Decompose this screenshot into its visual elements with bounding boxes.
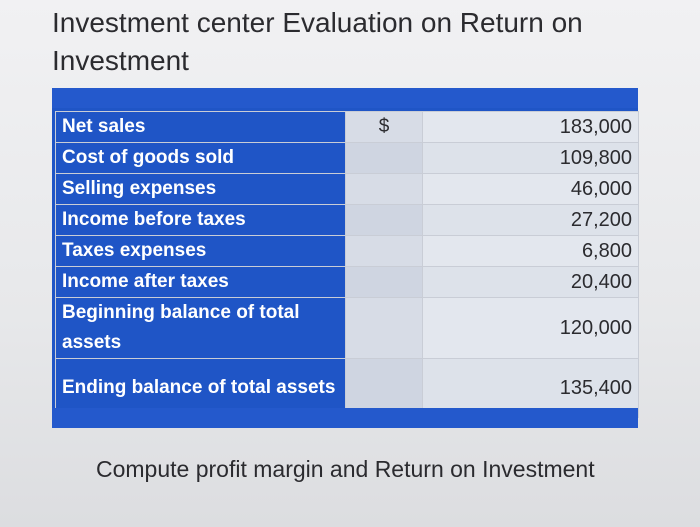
row-value: 109,800 bbox=[422, 142, 639, 174]
instruction-text: Compute profit margin and Return on Inve… bbox=[96, 456, 595, 482]
empty-cell bbox=[345, 266, 423, 298]
slide-title: Investment center Evaluation on Return o… bbox=[52, 7, 583, 76]
row-label: Income before taxes bbox=[55, 204, 346, 236]
table-header-band bbox=[52, 88, 638, 108]
table-row-net-sales: Net sales $ 183,000 bbox=[55, 111, 639, 143]
row-value: 120,000 bbox=[422, 297, 639, 359]
empty-cell bbox=[345, 204, 423, 236]
table-row-income-after-taxes: Income after taxes 20,400 bbox=[55, 266, 639, 298]
empty-cell bbox=[345, 142, 423, 174]
empty-cell bbox=[345, 297, 423, 359]
data-table: Net sales $ 183,000 Cost of goods sold 1… bbox=[52, 88, 639, 428]
row-label: Taxes expenses bbox=[55, 235, 346, 267]
row-label: Cost of goods sold bbox=[55, 142, 346, 174]
currency-symbol: $ bbox=[345, 111, 423, 143]
row-label: Income after taxes bbox=[55, 266, 346, 298]
table-row-cogs: Cost of goods sold 109,800 bbox=[55, 142, 639, 174]
row-value: 183,000 bbox=[422, 111, 639, 143]
row-value: 46,000 bbox=[422, 173, 639, 205]
row-label: Selling expenses bbox=[55, 173, 346, 205]
empty-cell bbox=[345, 173, 423, 205]
table-row-beginning-assets: Beginning balance of total assets 120,00… bbox=[55, 297, 639, 359]
table-footer-band bbox=[52, 408, 638, 428]
table-row-selling-expenses: Selling expenses 46,000 bbox=[55, 173, 639, 205]
row-value: 6,800 bbox=[422, 235, 639, 267]
row-value: 20,400 bbox=[422, 266, 639, 298]
row-label: Net sales bbox=[55, 111, 346, 143]
row-value: 27,200 bbox=[422, 204, 639, 236]
table-row-income-before-taxes: Income before taxes 27,200 bbox=[55, 204, 639, 236]
empty-cell bbox=[345, 235, 423, 267]
financial-table: Net sales $ 183,000 Cost of goods sold 1… bbox=[55, 111, 639, 418]
row-label: Beginning balance of total assets bbox=[55, 297, 346, 359]
table-row-taxes-expenses: Taxes expenses 6,800 bbox=[55, 235, 639, 267]
